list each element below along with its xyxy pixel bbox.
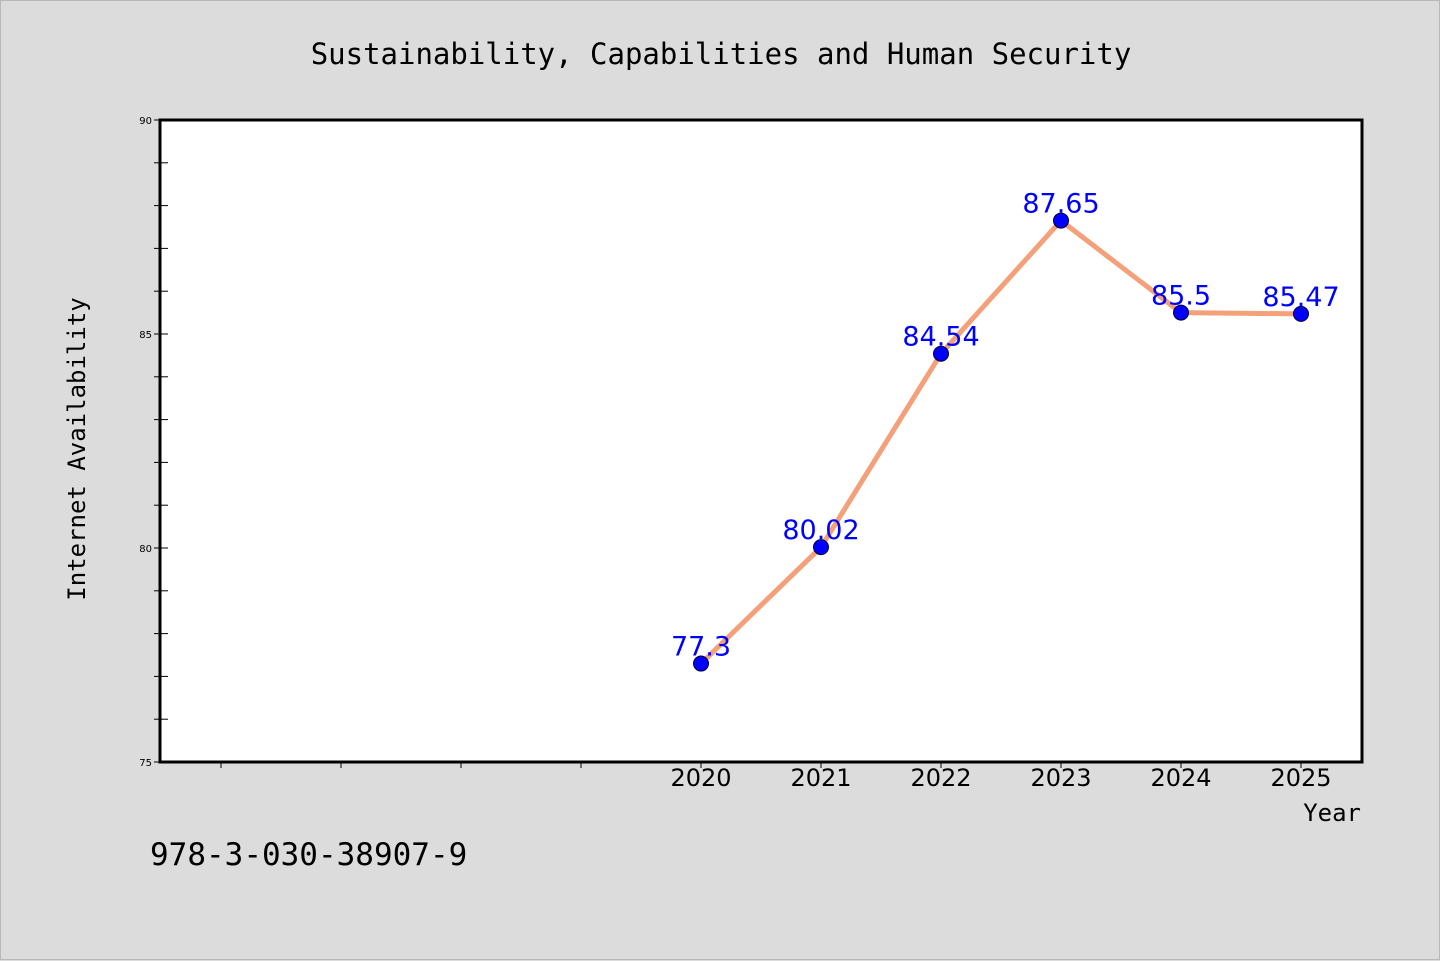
data-label: 85.5 — [1151, 281, 1211, 312]
y-axis: 75 80 85 90 — [139, 116, 168, 769]
y-tick-label: 75 — [139, 758, 152, 769]
data-label: 85.47 — [1262, 282, 1339, 313]
x-tick-label: 2025 — [1270, 764, 1331, 792]
data-point — [693, 655, 709, 672]
y-tick-label: 85 — [139, 330, 152, 341]
x-axis-label: Year — [1303, 799, 1361, 827]
y-tick-label: 80 — [139, 544, 152, 555]
series-layer: 77.3 80.02 84.54 87.65 85.5 85.47 — [671, 189, 1340, 672]
x-tick-label: 2024 — [1150, 764, 1211, 792]
x-axis: 2020 2021 2022 2023 2024 2025 — [220, 762, 1332, 792]
x-tick-label: 2022 — [910, 764, 971, 792]
data-point — [1293, 305, 1309, 322]
data-point — [1053, 212, 1069, 229]
series-line — [698, 218, 1304, 667]
isbn-footer: 978-3-030-38907-9 — [150, 837, 467, 873]
data-label: 77.3 — [671, 632, 731, 663]
x-tick-label: 2021 — [790, 764, 851, 792]
x-tick-label: 2023 — [1030, 764, 1091, 792]
data-point — [933, 345, 949, 362]
data-point — [813, 539, 829, 556]
data-label: 80.02 — [782, 515, 859, 546]
plot-area — [158, 118, 1364, 764]
y-tick-label: 90 — [139, 116, 152, 127]
x-tick-label: 2020 — [670, 764, 731, 792]
data-point — [1173, 304, 1189, 321]
data-label: 84.54 — [902, 322, 979, 353]
chart-title: Sustainability, Capabilities and Human S… — [311, 37, 1132, 71]
y-axis-label: Internet Availability — [63, 297, 91, 600]
data-label: 87.65 — [1022, 189, 1099, 220]
